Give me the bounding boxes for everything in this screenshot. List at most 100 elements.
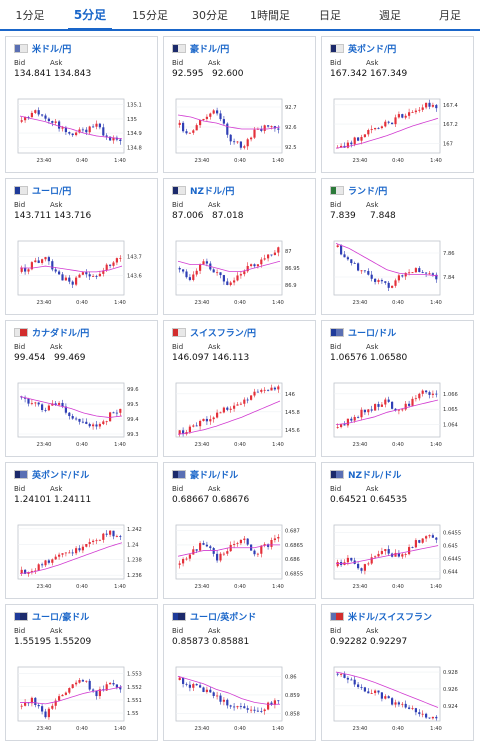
currency-card[interactable]: ランド/円 Bid Ask 7.839 7.848 7.86 7.84 23:40 0:40 1:… [321,178,474,315]
pair-name[interactable]: 英ポンド/円 [348,45,397,55]
pair-name[interactable]: カナダドル/円 [32,329,90,339]
pair-name[interactable]: NZドル/ドル [348,471,402,481]
pair-title[interactable]: 豪ドル/円 [172,42,229,55]
currency-card[interactable]: スイスフラン/円 Bid Ask 146.097 146.113 146 145.8 145.… [163,320,316,457]
candle-body [391,285,394,288]
pair-name[interactable]: 豪ドル/ドル [190,471,239,481]
ask-value: 87.018 [212,211,244,221]
candle-body [109,136,112,141]
candlestick-chart[interactable]: 1.066 1.065 1.064 23:40 0:40 1:40 [328,379,468,451]
pair-title[interactable]: ユーロ/円 [14,184,71,197]
currency-card[interactable]: 豪ドル/円 Bid Ask 92.595 92.600 92.7 92.6 92.5 23:40… [163,36,316,173]
pair-title[interactable]: NZドル/円 [172,184,234,197]
candlestick-chart[interactable]: 7.86 7.84 23:40 0:40 1:40 [328,237,468,309]
currency-card[interactable]: NZドル/円 Bid Ask 87.006 87.018 87 86.95 86.9 23:40… [163,178,316,315]
candlestick-chart[interactable]: 87 86.95 86.9 23:40 0:40 1:40 [170,237,310,309]
pair-title[interactable]: ユーロ/豪ドル [14,610,89,623]
bid-ask-labels: Bid Ask [330,627,402,635]
tab-1hour[interactable]: 1時間足 [250,9,290,22]
pair-name[interactable]: スイスフラン/円 [190,329,257,339]
currency-card[interactable]: ユーロ/英ポンド Bid Ask 0.85873 0.85881 0.86 0.859 0.8… [163,604,316,741]
candle-body [277,247,280,253]
candlestick-chart[interactable]: 99.6 99.5 99.4 99.3 23:40 0:40 1:40 [12,379,152,451]
candle-body [95,276,98,277]
candlestick-chart[interactable]: 92.7 92.6 92.5 23:40 0:40 1:40 [170,95,310,167]
candlestick-chart[interactable]: 135.1 135 134.9 134.8 23:40 0:40 1:40 [12,95,152,167]
candlestick-chart[interactable]: 0.86 0.859 0.858 23:40 0:40 1:40 [170,663,310,735]
currency-card[interactable]: 豪ドル/ドル Bid Ask 0.68667 0.68676 0.687 0.6865 0.6… [163,462,316,599]
pair-name[interactable]: NZドル/円 [190,187,235,197]
currency-card[interactable]: 英ポンド/円 Bid Ask 167.342 167.349 167.4 167.2 167 2… [321,36,474,173]
candle-body [243,399,246,404]
pair-name[interactable]: ユーロ/ドル [348,329,397,339]
candle-body [41,564,44,566]
candle-body [195,270,198,275]
candle-body [435,105,438,109]
candle-body [37,564,40,571]
pair-name[interactable]: 英ポンド/ドル [32,471,90,481]
pair-name[interactable]: ユーロ/英ポンド [190,613,257,623]
tab-daily[interactable]: 日足 [319,9,341,22]
candlestick-chart[interactable]: 146 145.8 145.6 23:40 0:40 1:40 [170,379,310,451]
pair-title[interactable]: ユーロ/ドル [330,326,396,339]
flag-icon [330,612,344,621]
pair-name[interactable]: 米ドル/円 [32,45,72,55]
pair-title[interactable]: ユーロ/英ポンド [172,610,256,623]
currency-card[interactable]: カナダドル/円 Bid Ask 99.454 99.469 99.6 99.5 99.4 99.… [5,320,158,457]
pair-title[interactable]: カナダドル/円 [14,326,89,339]
pair-name[interactable]: 米ドル/スイスフラン [348,613,433,623]
candlestick-chart[interactable]: 0.687 0.6865 0.686 0.6855 23:40 0:40 1:40 [170,521,310,593]
pair-title[interactable]: 米ドル/円 [14,42,71,55]
currency-card[interactable]: NZドル/ドル Bid Ask 0.64521 0.64535 0.6455 0.645 0.… [321,462,474,599]
pair-title[interactable]: 英ポンド/円 [330,42,396,55]
currency-card[interactable]: ユーロ/豪ドル Bid Ask 1.55195 1.55209 1.553 1.552 1.5… [5,604,158,741]
candle-body [343,424,346,426]
candlestick-chart[interactable]: 1.242 1.24 1.238 1.236 23:40 0:40 1:40 [12,521,152,593]
pair-title[interactable]: 米ドル/スイスフラン [330,610,432,623]
currency-card[interactable]: 米ドル/スイスフラン Bid Ask 0.92282 0.92297 0.928 0.926… [321,604,474,741]
candle-body [363,270,366,272]
candlestick-chart[interactable]: 0.6455 0.645 0.6445 0.644 23:40 0:40 1:40 [328,521,468,593]
tab-weekly[interactable]: 週足 [379,9,401,22]
tab-1min[interactable]: 1分足 [15,9,45,22]
candle-body [92,276,95,277]
candle-body [192,130,195,133]
moving-average-line [177,675,280,705]
pair-name[interactable]: ユーロ/豪ドル [32,613,90,623]
tab-monthly[interactable]: 月足 [439,9,461,22]
candlestick-chart[interactable]: 0.928 0.926 0.924 23:40 0:40 1:40 [328,663,468,735]
candle-body [363,134,366,137]
currency-card[interactable]: ユーロ/ドル Bid Ask 1.06576 1.06580 1.066 1.065 1.06… [321,320,474,457]
candle-body [394,702,397,705]
currency-card[interactable]: 米ドル/円 Bid Ask 134.841 134.843 135.1 135 134.9 13… [5,36,158,173]
tab-5min[interactable]: 5分足 [60,0,120,31]
pair-name[interactable]: ランド/円 [348,187,388,197]
pair-title[interactable]: NZドル/ドル [330,468,401,481]
bid-ask-labels: Bid Ask [172,485,244,493]
candle-body [41,706,44,712]
ask-label: Ask [366,59,379,67]
candle-body [95,424,98,427]
currency-card[interactable]: ユーロ/円 Bid Ask 143.711 143.716 143.7 143.6 23:40… [5,178,158,315]
currency-card[interactable]: 英ポンド/ドル Bid Ask 1.24101 1.24111 1.242 1.24 1.23… [5,462,158,599]
candle-body [78,548,81,551]
candle-body [401,409,404,411]
pair-name[interactable]: 豪ドル/円 [190,45,230,55]
pair-title[interactable]: 英ポンド/ドル [14,468,89,481]
tab-30min[interactable]: 30分足 [192,9,228,22]
candle-body [397,552,400,557]
candlestick-chart[interactable]: 1.553 1.552 1.551 1.55 23:40 0:40 1:40 [12,663,152,735]
candle-body [112,412,115,414]
moving-average-line [177,114,281,130]
pair-name[interactable]: ユーロ/円 [32,187,72,197]
bid-value: 143.711 [14,211,52,221]
pair-title[interactable]: 豪ドル/ドル [172,468,238,481]
moving-average-line [177,260,281,272]
tab-15min[interactable]: 15分足 [132,9,168,22]
pair-title[interactable]: ランド/円 [330,184,387,197]
candle-body [357,563,360,569]
candlestick-chart[interactable]: 167.4 167.2 167 23:40 0:40 1:40 [328,95,468,167]
pair-title[interactable]: スイスフラン/円 [172,326,256,339]
candle-body [222,699,225,702]
candlestick-chart[interactable]: 143.7 143.6 23:40 0:40 1:40 [12,237,152,309]
